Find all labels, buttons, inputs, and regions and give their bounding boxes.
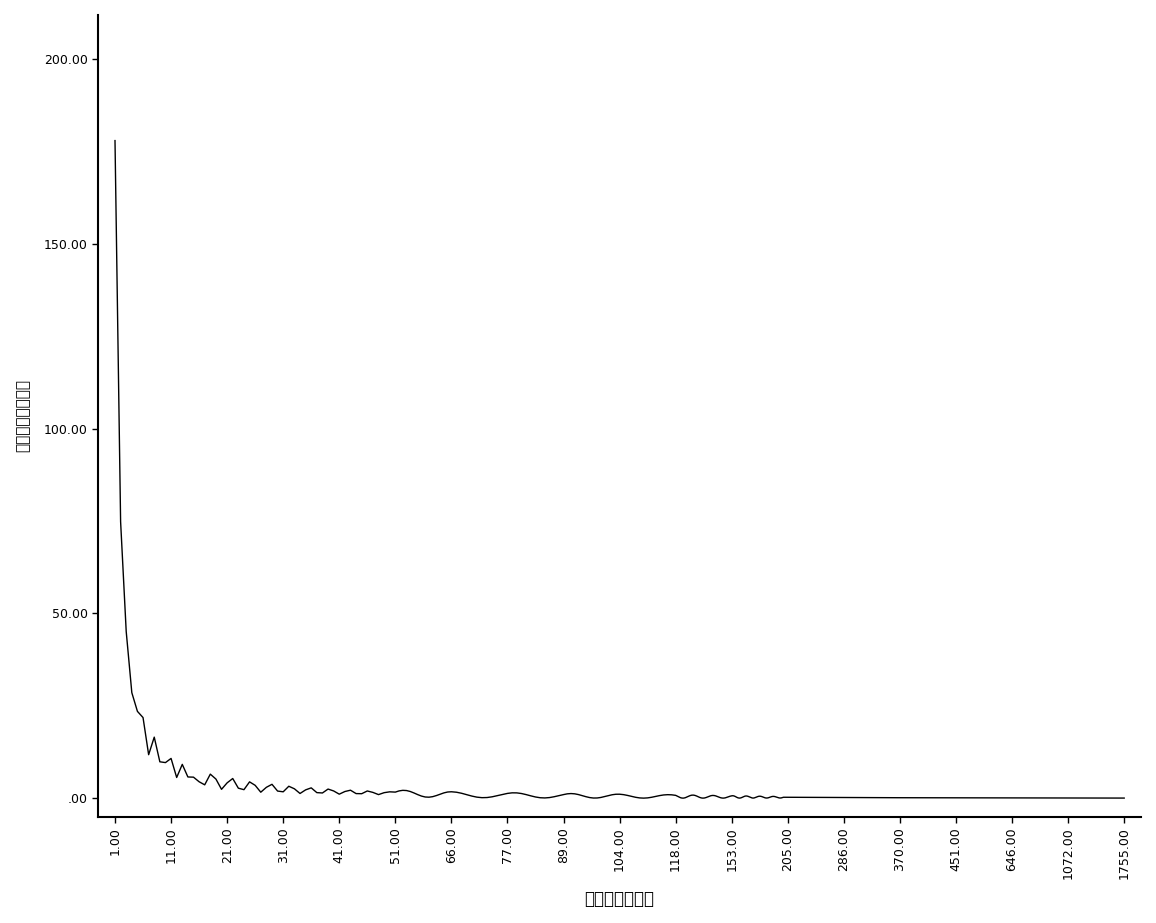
- X-axis label: 预分割区域面积: 预分割区域面积: [585, 890, 654, 908]
- Y-axis label: 相同面积区域数量: 相同面积区域数量: [15, 379, 30, 452]
